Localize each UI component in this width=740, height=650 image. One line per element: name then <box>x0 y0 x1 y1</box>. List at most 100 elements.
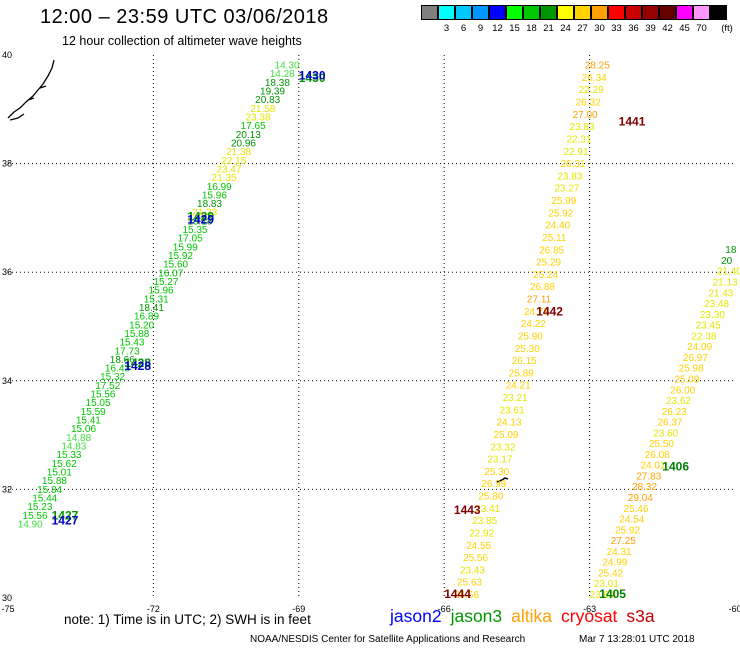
wave-height-value: 21.35 <box>212 173 237 184</box>
scale-label: 33 <box>611 23 622 34</box>
wave-height-value: 16.43 <box>105 364 130 375</box>
pass-time-label: 1430 <box>299 68 326 82</box>
pass-time-label: 1444 <box>444 587 471 601</box>
scale-swatch <box>642 5 659 20</box>
wave-height-value: 18.83 <box>197 199 222 210</box>
wave-height-value: 21.13 <box>713 278 738 289</box>
wave-height-value: 24.13 <box>496 418 521 429</box>
scale-label: 42 <box>662 23 673 34</box>
legend-entry-cryosat: cryosat <box>561 606 618 626</box>
wave-height-value: 24.21 <box>506 381 531 392</box>
wave-height-value: 28.25 <box>585 61 610 72</box>
wave-height-value: 26.99 <box>481 479 506 490</box>
wave-height-value: 15.35 <box>182 225 207 236</box>
wave-height-value: 15.33 <box>56 450 81 461</box>
pass-time-label: 1427 <box>52 508 79 522</box>
wave-height-value: 24.01 <box>640 461 665 472</box>
wave-height-value: 26.34 <box>582 73 607 84</box>
lat-tick-label: 38 <box>2 159 12 169</box>
wave-height-value: 26.23 <box>662 407 687 418</box>
legend-entry-jason2: jason2 <box>390 606 442 626</box>
map-subtitle: 12 hour collection of altimeter wave hei… <box>62 34 302 48</box>
scale-label: 39 <box>645 23 656 34</box>
wave-height-value: 26.97 <box>683 353 708 364</box>
wave-height-value: 27.00 <box>573 110 598 121</box>
footer-note: note: 1) Time is in UTC; 2) SWH is in fe… <box>64 612 311 627</box>
scale-swatch <box>506 5 523 20</box>
scale-swatch <box>676 5 693 20</box>
lon-tick-label: -69 <box>292 604 305 614</box>
scale-swatch <box>659 5 676 20</box>
scale-swatch <box>591 5 608 20</box>
wave-height-value: 28.32 <box>632 482 657 493</box>
wave-height-value: 24.40 <box>545 221 570 232</box>
lat-tick-label: 34 <box>2 376 12 386</box>
scale-swatch <box>710 5 727 20</box>
wave-height-value: 15.01 <box>47 467 72 478</box>
wave-height-value: 22.92 <box>469 528 494 539</box>
wave-height-value: 16.99 <box>207 182 232 193</box>
wave-height-value: 25.30 <box>515 344 540 355</box>
wave-height-value: 20.13 <box>236 130 261 141</box>
wave-height-value: 15.96 <box>149 286 174 297</box>
wave-height-value: 15.05 <box>86 398 111 409</box>
wave-height-value: 15.99 <box>173 242 198 253</box>
wave-height-value: 14.83 <box>61 441 86 452</box>
legend-entry-jason3: jason3 <box>450 606 503 626</box>
coastline-path <box>7 59 55 121</box>
wave-height-value: 20 <box>721 256 733 267</box>
lon-tick-label: -75 <box>1 604 14 614</box>
wave-height-value: 24.22 <box>521 319 546 330</box>
wave-height-value: 21.58 <box>250 104 275 115</box>
pass-time-label: 1406 <box>662 459 689 473</box>
wave-height-value: 23.17 <box>487 455 512 466</box>
wave-height-value: 23.27 <box>554 184 579 195</box>
wave-height-value: 15.32 <box>100 372 125 383</box>
wave-height-value: 25.92 <box>548 208 573 219</box>
wave-height-value: 18 <box>725 245 737 256</box>
wave-height-value: 22.38 <box>691 331 716 342</box>
wave-height-value: 26.88 <box>530 282 555 293</box>
wave-height-value: 17.65 <box>241 121 266 132</box>
wave-height-value: 25.29 <box>536 258 561 269</box>
wave-height-value: 16.89 <box>134 312 159 323</box>
wave-height-value: 23.85 <box>472 516 497 527</box>
pass-time-label: 1427 <box>52 514 79 528</box>
lon-tick-label: -66 <box>438 604 451 614</box>
pass-time-label: 1430 <box>299 71 326 85</box>
scale-label: 9 <box>477 23 484 34</box>
coastline <box>7 59 509 483</box>
lon-tick-label: -60 <box>728 604 740 614</box>
scale-label: 27 <box>577 23 588 34</box>
wave-height-value: 24.09 <box>687 342 712 353</box>
wave-height-value: 15.27 <box>153 277 178 288</box>
wave-height-value: 22.91 <box>563 147 588 158</box>
wave-height-value: 15.62 <box>52 459 77 470</box>
wave-height-value: 20.83 <box>255 95 280 106</box>
wave-height-value: 25.99 <box>551 196 576 207</box>
wave-height-value: 26.31 <box>560 159 585 170</box>
wave-height-value: 25.56 <box>463 553 488 564</box>
wave-height-value: 18.41 <box>139 303 164 314</box>
wave-height-value: 16.07 <box>158 268 183 279</box>
wave-height-value: 23.45 <box>696 321 721 332</box>
wave-height-value: 23.60 <box>653 428 678 439</box>
wave-height-value: 23.47 <box>216 164 241 175</box>
wave-height-value: 23.83 <box>570 122 595 133</box>
wave-height-value: 25.92 <box>615 525 640 536</box>
wave-height-value: 29.04 <box>628 493 653 504</box>
wave-height-value: 25.42 <box>598 568 623 579</box>
scale-swatch <box>472 5 489 20</box>
scale-swatch <box>557 5 574 20</box>
wave-height-value: 23.61 <box>500 405 525 416</box>
lat-tick-label: 36 <box>2 267 12 277</box>
scale-label: 36 <box>628 23 639 34</box>
wave-height-value: 17.52 <box>95 381 120 392</box>
scale-label: 30 <box>594 23 605 34</box>
wave-height-value: 25.90 <box>518 331 543 342</box>
wave-height-value: 25.98 <box>679 364 704 375</box>
wave-height-value: 15.43 <box>119 338 144 349</box>
wave-height-value: 22.31 <box>566 134 591 145</box>
wave-height-value: 23.41 <box>475 504 500 515</box>
